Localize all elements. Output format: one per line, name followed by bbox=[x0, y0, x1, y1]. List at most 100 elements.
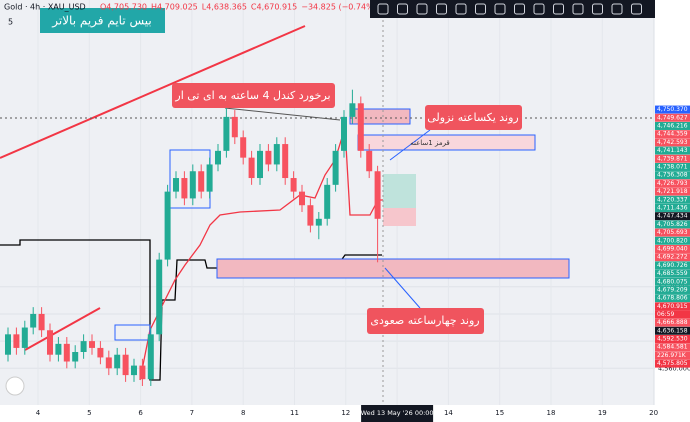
candle-body bbox=[30, 313, 37, 328]
candle-body bbox=[97, 347, 104, 358]
candle-body bbox=[290, 178, 297, 192]
time-axis-bg bbox=[0, 405, 655, 422]
toolbar-icon bbox=[553, 3, 564, 15]
price-badge-label: 4,678.806 bbox=[657, 295, 688, 302]
price-badge bbox=[655, 105, 690, 114]
candle-body bbox=[198, 171, 205, 192]
price-badge-label: 4,736.308 bbox=[657, 172, 688, 179]
price-badge-label: 4,720.337 bbox=[657, 196, 688, 203]
price-badge bbox=[655, 171, 690, 180]
price-badge-label: 4,636.158 bbox=[657, 327, 688, 334]
price-badge-label: 4,679.209 bbox=[657, 286, 688, 293]
candle-body bbox=[349, 103, 356, 117]
candle-body bbox=[374, 171, 381, 219]
price-badge-label: 4,666.888 bbox=[657, 319, 688, 326]
price-badge-label: 4,721.918 bbox=[657, 188, 688, 195]
candle-body bbox=[80, 341, 87, 352]
zone-box bbox=[216, 258, 570, 279]
price-badge bbox=[655, 302, 690, 311]
candle-body bbox=[21, 327, 28, 348]
price-badge bbox=[655, 154, 690, 163]
price-badge bbox=[655, 228, 690, 237]
annotation: بیس تایم فریم بالاتر bbox=[51, 14, 152, 29]
toolbar-icon bbox=[455, 3, 467, 15]
candle-body bbox=[299, 191, 305, 206]
candle-body bbox=[181, 178, 188, 199]
toolbar-icon bbox=[592, 3, 603, 15]
annotation: روند یکساعته نزولی bbox=[427, 111, 519, 124]
price-badge-label: 4,700.820 bbox=[657, 237, 688, 244]
x-tick-label: 7 bbox=[190, 409, 194, 417]
candle-body bbox=[273, 144, 280, 165]
price-badge-label: 4,584.581 bbox=[657, 344, 688, 351]
countdown-badge bbox=[655, 310, 690, 319]
annotation-box bbox=[40, 8, 165, 33]
price-badge-label: 4,746.216 bbox=[657, 122, 688, 129]
indicator-count: 5 bbox=[8, 18, 13, 27]
price-badge bbox=[655, 236, 690, 245]
toolbar-icons bbox=[377, 3, 642, 15]
position-box bbox=[383, 208, 416, 226]
price-badge-label: 4,699.040 bbox=[657, 245, 688, 252]
price-badge-label: 4,749.627 bbox=[657, 114, 688, 121]
price-badge-label: 4,670.915 bbox=[657, 303, 688, 310]
candle-body bbox=[38, 313, 45, 331]
candle-body bbox=[223, 116, 230, 151]
x-tick-label: Wed 13 May '26 00:00 bbox=[361, 409, 434, 417]
x-tick-highlight bbox=[361, 405, 434, 422]
price-badge-label: 4,692.272 bbox=[657, 254, 688, 261]
price-badge bbox=[655, 261, 690, 270]
candle-body bbox=[189, 171, 196, 199]
trend-line bbox=[24, 307, 101, 351]
ohlc-value: L4,638.365 bbox=[202, 3, 247, 12]
price-badge bbox=[655, 294, 690, 303]
position-box bbox=[383, 174, 416, 208]
price-badge-label: 4,747.434 bbox=[657, 213, 688, 220]
candle-body bbox=[248, 157, 255, 179]
candle-body bbox=[89, 341, 95, 348]
price-badge-label: 4,685.559 bbox=[657, 270, 688, 277]
price-badge bbox=[655, 285, 690, 294]
candle-body bbox=[257, 150, 263, 179]
price-badge bbox=[655, 203, 690, 212]
candle-body bbox=[5, 334, 11, 355]
price-badge bbox=[655, 326, 690, 335]
price-badge bbox=[655, 187, 690, 196]
candle-body bbox=[240, 137, 247, 158]
countdown: 06:59 bbox=[657, 311, 674, 318]
candle-body bbox=[307, 205, 314, 226]
price-badge bbox=[655, 277, 690, 286]
price-badge-label: 4,726.793 bbox=[657, 180, 688, 187]
price-badge bbox=[655, 244, 690, 253]
candle-body bbox=[315, 218, 322, 226]
candle-body bbox=[164, 191, 171, 260]
price-badge bbox=[655, 343, 690, 352]
price-badge-label: 4,738.071 bbox=[657, 163, 688, 170]
price-badge bbox=[655, 179, 690, 188]
price-badge bbox=[655, 113, 690, 122]
price-badge-label: 4,705.693 bbox=[657, 229, 688, 236]
toolbar-icon bbox=[475, 3, 486, 15]
price-badge-label: 4,680.075 bbox=[657, 278, 688, 285]
price-badge-label: 4,742.593 bbox=[657, 139, 688, 146]
candle-body bbox=[231, 116, 238, 138]
callout-line bbox=[389, 129, 431, 161]
candle-body bbox=[156, 259, 163, 335]
price-badge bbox=[655, 212, 690, 221]
toolbar-icon bbox=[611, 3, 623, 15]
x-tick-label: 5 bbox=[87, 409, 91, 417]
annotation-box bbox=[367, 308, 484, 334]
annotation: برخورد کندل 4 ساعته به ای تی ار bbox=[174, 89, 330, 102]
candle-body bbox=[147, 334, 154, 380]
candle-body bbox=[357, 103, 364, 151]
toolbar-icon bbox=[533, 3, 545, 15]
annotation-box bbox=[425, 105, 522, 130]
price-badge-label: 4,690.726 bbox=[657, 262, 688, 269]
annotation: روند چهارساعته صعودی bbox=[370, 314, 479, 327]
price-badge bbox=[655, 269, 690, 278]
candle-body bbox=[366, 150, 373, 172]
x-tick-label: 4 bbox=[36, 409, 41, 417]
axes: 4,620.0004,600.0004,580.0004,560.0004567… bbox=[36, 105, 690, 422]
